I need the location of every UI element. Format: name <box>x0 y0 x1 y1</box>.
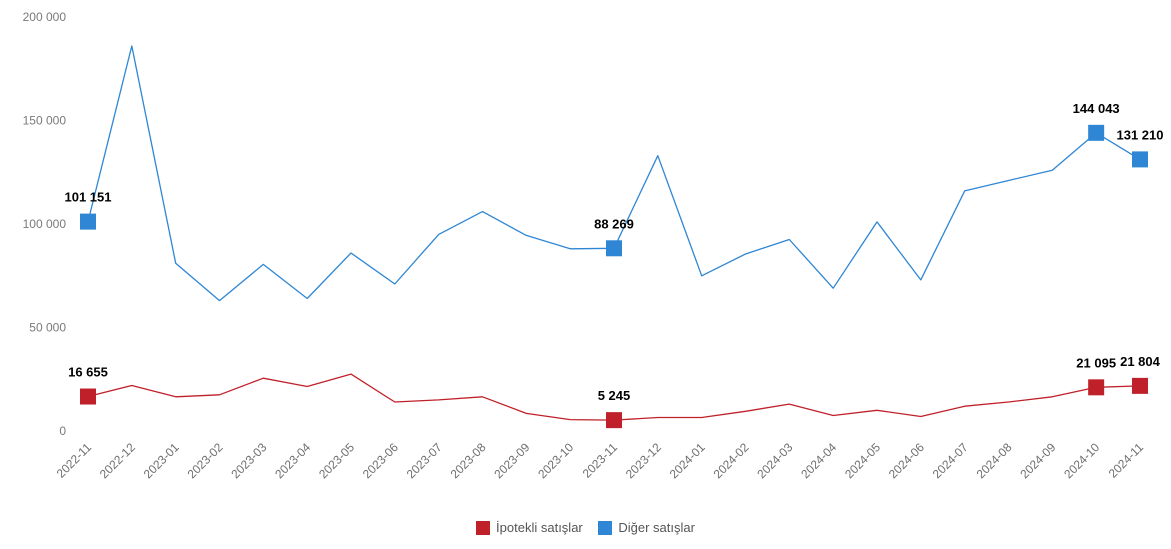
x-tick-label: 2023-08 <box>448 440 489 481</box>
legend-swatch-other <box>598 520 613 535</box>
legend-label-other: Diğer satışlar <box>618 520 695 535</box>
data-label: 144 043 <box>1073 101 1120 116</box>
x-tick-label: 2024-11 <box>1106 440 1147 481</box>
data-point-marker[interactable] <box>606 240 622 257</box>
data-label: 21 095 <box>1076 355 1116 370</box>
x-tick-label: 2024-10 <box>1061 440 1102 481</box>
y-axis: 0 50 000 100 000 150 000 200 000 <box>23 10 67 438</box>
x-tick-label: 2024-05 <box>842 440 883 481</box>
x-tick-label: 2023-11 <box>580 440 621 481</box>
legend: İpotekli satışlar Diğer satışlar <box>0 520 1171 538</box>
x-tick-label: 2023-01 <box>141 440 182 481</box>
y-tick-label: 0 <box>59 424 66 438</box>
x-tick-label: 2024-01 <box>667 440 708 481</box>
x-tick-label: 2024-02 <box>711 440 752 481</box>
series-line-other <box>87 45 1141 302</box>
y-tick-label: 100 000 <box>23 217 67 231</box>
x-tick-label: 2024-04 <box>798 440 839 481</box>
x-tick-label: 2023-10 <box>535 440 576 481</box>
data-point-marker[interactable] <box>1088 379 1105 396</box>
legend-swatch-mortgage <box>476 520 491 535</box>
data-point-marker[interactable] <box>1132 377 1148 394</box>
data-label: 131 210 <box>1117 127 1164 142</box>
data-point-marker[interactable] <box>606 412 622 429</box>
x-axis: 2022-11 2022-12 2023-01 2023-02 2023-03 2023-… <box>54 440 1147 481</box>
data-point-marker[interactable] <box>1088 124 1105 141</box>
x-tick-label: 2023-12 <box>623 440 664 481</box>
x-tick-label: 2023-02 <box>185 440 226 481</box>
y-tick-label: 150 000 <box>23 114 67 128</box>
data-label: 5 245 <box>598 388 631 403</box>
x-tick-label: 2024-09 <box>1017 440 1058 481</box>
series-layer <box>80 45 1148 429</box>
x-tick-label: 2023-05 <box>316 440 357 481</box>
data-label: 101 151 <box>65 190 112 205</box>
x-tick-label: 2024-03 <box>754 440 795 481</box>
x-tick-label: 2023-04 <box>272 440 313 481</box>
data-point-marker[interactable] <box>1132 151 1148 168</box>
data-label: 88 269 <box>594 216 634 231</box>
x-tick-label: 2022-11 <box>54 440 95 481</box>
x-tick-label: 2023-03 <box>228 440 269 481</box>
data-label: 16 655 <box>68 365 108 380</box>
x-tick-label: 2023-09 <box>491 440 532 481</box>
x-tick-label: 2022-12 <box>97 440 138 481</box>
legend-item-other[interactable]: Diğer satışlar <box>598 520 695 535</box>
y-tick-label: 200 000 <box>23 10 67 24</box>
x-tick-label: 2024-08 <box>974 440 1015 481</box>
x-tick-label: 2024-07 <box>930 440 971 481</box>
x-tick-label: 2023-06 <box>360 440 401 481</box>
data-point-marker[interactable] <box>80 213 96 230</box>
x-tick-label: 2024-06 <box>886 440 927 481</box>
data-label-layer: 16 655 5 245 21 095 21 804 101 151 88 269 144 … <box>65 101 1164 403</box>
legend-item-mortgage[interactable]: İpotekli satışlar <box>476 520 583 535</box>
legend-label-mortgage: İpotekli satışlar <box>496 520 583 535</box>
y-tick-label: 50 000 <box>29 321 66 335</box>
data-label: 21 804 <box>1120 354 1161 369</box>
line-chart: 0 50 000 100 000 150 000 200 000 2022-11 2022… <box>23 10 1164 481</box>
x-tick-label: 2023-07 <box>404 440 445 481</box>
data-point-marker[interactable] <box>80 388 96 405</box>
